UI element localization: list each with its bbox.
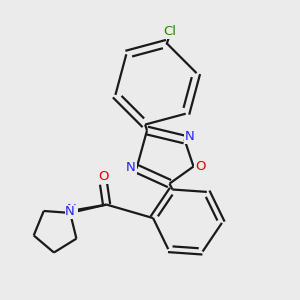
Text: O: O <box>195 160 206 173</box>
Text: N: N <box>126 160 136 174</box>
Text: N: N <box>67 202 77 216</box>
Text: N: N <box>185 130 195 143</box>
Text: O: O <box>98 170 109 183</box>
Text: Cl: Cl <box>164 25 176 38</box>
Text: N: N <box>65 205 75 218</box>
